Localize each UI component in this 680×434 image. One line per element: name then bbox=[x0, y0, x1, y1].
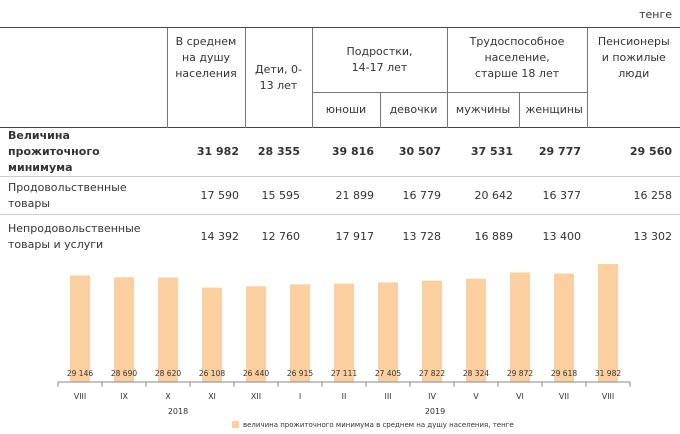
x-tick-label: XII bbox=[251, 392, 261, 401]
value-label: 28 620 bbox=[155, 369, 181, 378]
cell-value: 16 889 bbox=[447, 214, 520, 259]
x-tick-label: II bbox=[342, 392, 347, 401]
bar bbox=[290, 284, 310, 382]
cell-value: 16 258 bbox=[587, 176, 680, 215]
unit-label: тенге bbox=[639, 8, 672, 21]
legend-label: величина прожиточного минимума в среднем… bbox=[243, 421, 514, 429]
value-label: 26 915 bbox=[287, 369, 313, 378]
subheader-cell: девочки bbox=[379, 92, 448, 128]
header-cell: Пенсионеры и пожилые люди bbox=[586, 27, 680, 128]
cell-value: 13 728 bbox=[380, 214, 448, 259]
bar bbox=[246, 286, 266, 382]
cell-value: 12 760 bbox=[245, 214, 312, 259]
bar bbox=[554, 273, 574, 382]
bar bbox=[598, 264, 618, 382]
cell-value: 13 302 bbox=[587, 214, 680, 259]
row-label: Величина прожиточного минимума bbox=[0, 127, 167, 177]
bar bbox=[202, 287, 222, 382]
cell-value: 13 400 bbox=[519, 214, 588, 259]
value-label: 28 324 bbox=[463, 369, 489, 378]
header-cell: Трудоспособное население, старше 18 лет bbox=[446, 27, 588, 93]
value-label: 28 690 bbox=[111, 369, 137, 378]
bar bbox=[466, 278, 486, 382]
cell-value: 30 507 bbox=[380, 127, 448, 177]
cell-value: 31 982 bbox=[167, 127, 245, 177]
cell-value: 28 355 bbox=[245, 127, 312, 177]
x-tick-label: X bbox=[165, 392, 171, 401]
x-tick-label: V bbox=[473, 392, 479, 401]
cell-value: 37 531 bbox=[447, 127, 520, 177]
cell-value: 21 899 bbox=[312, 176, 380, 215]
x-tick-label: III bbox=[384, 392, 391, 401]
x-tick-label: IV bbox=[428, 392, 436, 401]
cell-value: 29 560 bbox=[587, 127, 680, 177]
x-tick-label: VII bbox=[559, 392, 569, 401]
subheader-cell: женщины bbox=[518, 92, 588, 128]
bar bbox=[70, 275, 90, 382]
bar bbox=[158, 277, 178, 382]
value-label: 27 111 bbox=[331, 369, 357, 378]
cell-value: 20 642 bbox=[447, 176, 520, 215]
year-label: 2019 bbox=[425, 407, 445, 416]
bar bbox=[422, 280, 442, 382]
x-tick-label: VIII bbox=[74, 392, 87, 401]
header-cell: Подростки, 14-17 лет bbox=[311, 27, 448, 93]
header-cell: Дети, 0-13 лет bbox=[244, 27, 312, 128]
cell-value: 16 377 bbox=[519, 176, 588, 215]
cell-value: 39 816 bbox=[312, 127, 380, 177]
bar bbox=[334, 283, 354, 382]
cell-value: 15 595 bbox=[245, 176, 312, 215]
value-label: 26 108 bbox=[199, 369, 225, 378]
value-label: 31 982 bbox=[595, 369, 621, 378]
value-label: 29 618 bbox=[551, 369, 577, 378]
bar bbox=[378, 282, 398, 382]
value-label: 29 872 bbox=[507, 369, 533, 378]
x-tick-label: I bbox=[299, 392, 301, 401]
header-cell: В среднем на душу населения bbox=[166, 27, 245, 128]
cell-value: 17 590 bbox=[167, 176, 245, 215]
row-label: Непродовольственные товары и услуги bbox=[0, 214, 167, 259]
data-table: В среднем на душу населения Дети, 0-13 л… bbox=[0, 27, 680, 259]
x-tick-label: XI bbox=[208, 392, 216, 401]
subheader-cell: юноши bbox=[311, 92, 380, 128]
x-tick-label: VI bbox=[516, 392, 524, 401]
cell-value: 14 392 bbox=[167, 214, 245, 259]
subheader-cell: мужчины bbox=[446, 92, 520, 128]
cell-value: 17 917 bbox=[312, 214, 380, 259]
value-label: 26 440 bbox=[243, 369, 269, 378]
year-label: 2018 bbox=[168, 407, 188, 416]
row-label: Продовольственные товары bbox=[0, 176, 167, 215]
bar bbox=[510, 272, 530, 382]
legend-swatch bbox=[232, 421, 239, 428]
header-cell bbox=[0, 27, 167, 93]
value-label: 27 822 bbox=[419, 369, 445, 378]
cell-value: 29 777 bbox=[519, 127, 588, 177]
cell-value: 16 779 bbox=[380, 176, 448, 215]
x-tick-label: VIII bbox=[602, 392, 615, 401]
value-label: 29 146 bbox=[67, 369, 93, 378]
x-tick-label: IX bbox=[120, 392, 128, 401]
bar bbox=[114, 277, 134, 382]
value-label: 27 405 bbox=[375, 369, 401, 378]
